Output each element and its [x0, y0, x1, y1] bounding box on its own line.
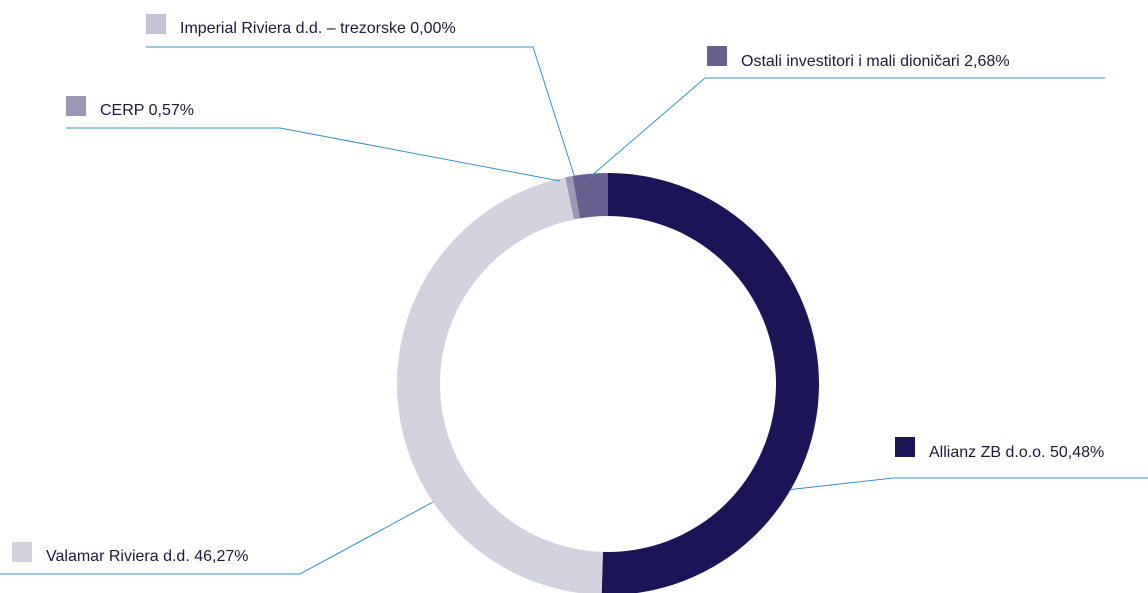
legend-swatch-cerp	[66, 96, 86, 116]
legend-item-valamar: Valamar Riviera d.d. 46,27%	[12, 542, 248, 565]
legend-swatch-allianz	[895, 437, 915, 457]
leader-line-cerp	[66, 127, 561, 182]
leader-lines	[0, 46, 1148, 575]
legend-label-allianz: Allianz ZB d.o.o. 50,48%	[929, 444, 1104, 461]
donut-slice-cerp	[565, 175, 580, 220]
legend-label-imperial: Imperial Riviera d.d. – trezorske 0,00%	[180, 20, 456, 37]
legend-swatch-ostali	[707, 46, 727, 66]
legend-item-allianz: Allianz ZB d.o.o. 50,48%	[895, 437, 1104, 461]
donut-slice-ostali	[572, 173, 608, 219]
legend-swatch-imperial	[146, 14, 166, 34]
donut-slice-valamar	[397, 177, 603, 593]
legend: Allianz ZB d.o.o. 50,48% Valamar Riviera…	[12, 14, 1104, 565]
legend-swatch-valamar	[12, 542, 32, 562]
donut-slice-allianz	[601, 173, 819, 593]
legend-label-cerp: CERP 0,57%	[100, 102, 194, 119]
legend-item-ostali: Ostali investitori i mali dioničari 2,68…	[707, 46, 1010, 70]
leader-line-imperial	[146, 46, 576, 179]
legend-item-imperial: Imperial Riviera d.d. – trezorske 0,00%	[146, 14, 456, 37]
leader-line-ostali	[589, 77, 1105, 178]
leader-line-valamar	[0, 501, 434, 575]
legend-label-valamar: Valamar Riviera d.d. 46,27%	[46, 548, 248, 565]
donut-slices	[397, 173, 819, 593]
legend-item-cerp: CERP 0,57%	[66, 96, 194, 119]
legend-label-ostali: Ostali investitori i mali dioničari 2,68…	[741, 53, 1010, 70]
leader-line-allianz	[790, 477, 1148, 490]
